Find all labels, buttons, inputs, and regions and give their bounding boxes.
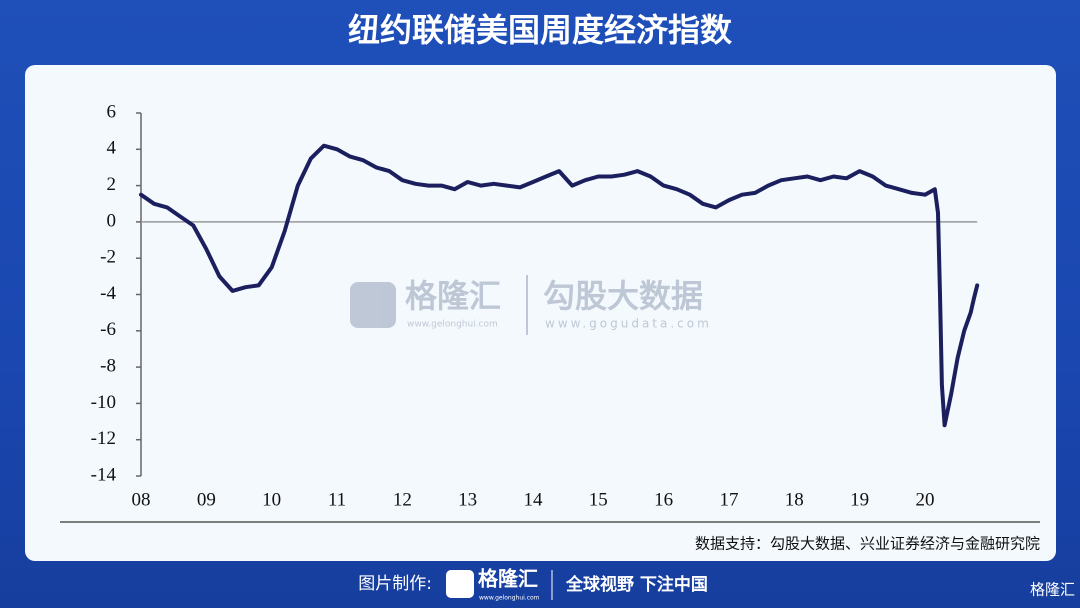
y-tick-label: 6 [107,101,117,122]
watermark-data-brand: 勾股大数据 [543,277,703,315]
watermark-url: www.gelonghui.com [407,320,498,330]
watermark-brand: 格隆汇 [405,277,501,315]
y-tick-label: 4 [107,138,117,159]
x-tick-label: 10 [262,489,281,510]
watermark-logo [350,282,396,328]
panel [25,65,1056,561]
x-tick-label: 19 [850,489,869,510]
y-tick-label: -10 [91,392,116,413]
footer-logo: 格隆汇 [478,567,538,591]
x-tick-label: 15 [589,489,608,510]
x-tick-label: 16 [654,489,673,510]
source: 数据支持：勾股大数据、兴业证券经济与金融研究院 [695,535,1040,553]
x-tick-label: 12 [393,489,412,510]
footer-logo-url: www.gelonghui.com [479,595,540,602]
x-tick-label: 18 [785,489,804,510]
x-tick-label: 08 [132,489,151,510]
y-tick-label: -14 [91,464,117,485]
footer-slogan: 全球视野 下注中国 [565,574,708,595]
x-tick-label: 14 [523,489,543,510]
x-tick-label: 13 [458,489,477,510]
y-tick-label: -8 [100,355,116,376]
y-tick-label: -6 [100,319,116,340]
y-tick-label: -2 [100,247,116,268]
x-tick-label: 11 [328,489,346,510]
y-tick-label: 0 [107,210,117,231]
watermark-data-url: www.gogudata.com [545,317,712,331]
y-tick-label: -4 [100,283,116,304]
y-tick-label: 2 [107,174,117,195]
chart-title: 纽约联储美国周度经济指数 [348,11,733,49]
x-tick-label: 20 [915,489,934,510]
y-tick-label: -12 [91,428,116,449]
data-line [139,143,980,428]
x-tick-label: 09 [197,489,216,510]
x-tick-label: 17 [719,489,738,510]
footer-made-by: 图片制作: [358,574,432,594]
footer-logo-icon [446,570,474,598]
watermark: 格隆汇 www.gelonghui.com 勾股大数据 www.gogudata… [350,275,712,335]
corner-logo: 格隆汇 [1030,581,1075,599]
